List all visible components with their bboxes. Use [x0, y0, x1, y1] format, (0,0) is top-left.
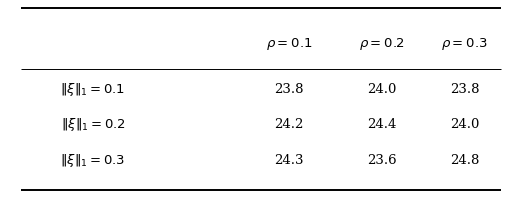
Text: 24.0: 24.0	[450, 118, 479, 131]
Text: 24.3: 24.3	[274, 154, 304, 167]
Text: $\rho{=}0.1$: $\rho{=}0.1$	[266, 36, 312, 51]
Text: $\rho{=}0.3$: $\rho{=}0.3$	[441, 36, 488, 51]
Text: 24.2: 24.2	[275, 118, 303, 131]
Text: $\|\xi\|_1{=}0.2$: $\|\xi\|_1{=}0.2$	[61, 116, 125, 133]
Text: 24.0: 24.0	[367, 83, 396, 96]
Text: $\rho{=}0.2$: $\rho{=}0.2$	[359, 36, 405, 51]
Text: 24.4: 24.4	[367, 118, 396, 131]
Text: $\|\xi\|_1{=}0.3$: $\|\xi\|_1{=}0.3$	[60, 152, 125, 169]
Text: 23.6: 23.6	[367, 154, 397, 167]
Text: 24.8: 24.8	[450, 154, 479, 167]
Text: $\|\xi\|_1{=}0.1$: $\|\xi\|_1{=}0.1$	[60, 81, 125, 98]
Text: 23.8: 23.8	[449, 83, 479, 96]
Text: 23.8: 23.8	[274, 83, 304, 96]
